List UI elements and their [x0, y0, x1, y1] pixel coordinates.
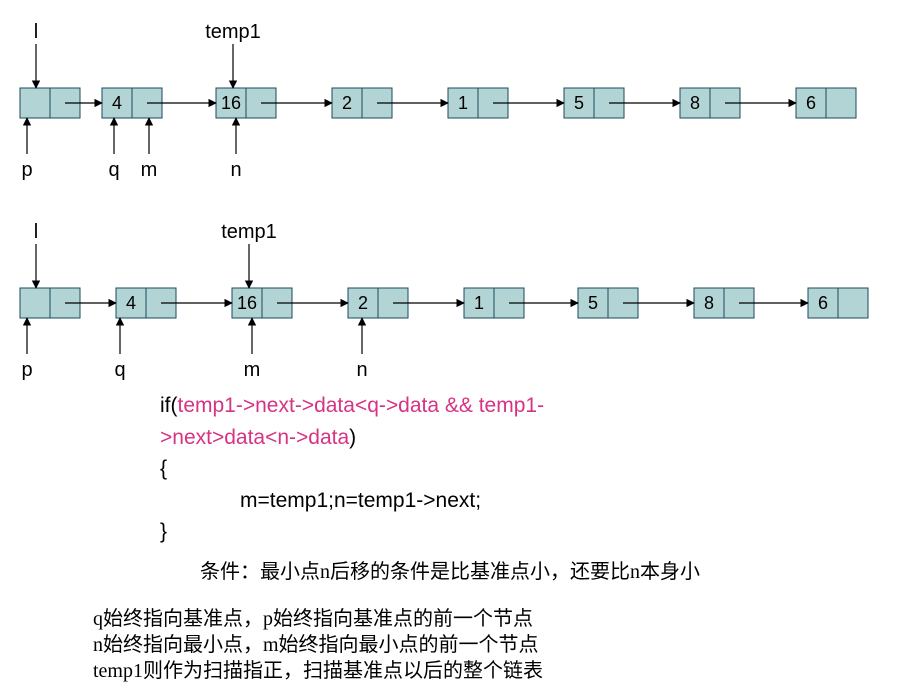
comment-line3: temp1则作为扫描指正，扫描基准点以后的整个链表 — [93, 654, 543, 683]
code-brace-close: } — [160, 516, 544, 548]
code-block: if(temp1->next->data<q->data && temp1- >… — [160, 390, 544, 548]
code-paren: ) — [349, 426, 356, 449]
node-value: 1 — [474, 293, 484, 313]
pointer-label: p — [21, 159, 32, 181]
code-brace-open: { — [160, 453, 544, 485]
node-value: 4 — [126, 293, 136, 313]
node-value: 16 — [237, 293, 257, 313]
pointer-label: l — [34, 21, 38, 43]
pointer-label: n — [230, 159, 241, 181]
code-cond1: temp1->next->data<q->data && temp1- — [178, 394, 545, 417]
pointer-label: q — [108, 159, 119, 181]
pointer-label: q — [114, 359, 125, 381]
node-value: 2 — [342, 93, 352, 113]
pointer-label: m — [141, 159, 158, 181]
pointer-label: l — [34, 221, 38, 243]
code-cond2: >next>data<n->data — [160, 426, 349, 449]
node-value: 8 — [704, 293, 714, 313]
code-if: if( — [160, 394, 178, 417]
comment-line1: q始终指向基准点，p始终指向基准点的前一个节点 — [93, 602, 533, 631]
node-value: 2 — [358, 293, 368, 313]
comment-line2: n始终指向最小点，m始终指向最小点的前一个节点 — [93, 628, 539, 657]
node-value: 8 — [690, 93, 700, 113]
node-value: 1 — [458, 93, 468, 113]
comment-condition: 条件：最小点n后移的条件是比基准点小，还要比n本身小 — [200, 555, 700, 584]
node-value: 5 — [574, 93, 584, 113]
diagram-canvas: 41621586ltemp1pqmn41621586ltemp1pqmn — [0, 0, 920, 690]
node-value: 6 — [806, 93, 816, 113]
node-value: 4 — [112, 93, 122, 113]
node-value: 5 — [588, 293, 598, 313]
node-value: 6 — [818, 293, 828, 313]
node-value: 16 — [221, 93, 241, 113]
pointer-label: temp1 — [221, 221, 277, 243]
code-body: m=temp1;n=temp1->next; — [160, 485, 544, 517]
pointer-label: n — [356, 359, 367, 381]
pointer-label: m — [244, 359, 261, 381]
pointer-label: p — [21, 359, 32, 381]
pointer-label: temp1 — [205, 21, 261, 43]
